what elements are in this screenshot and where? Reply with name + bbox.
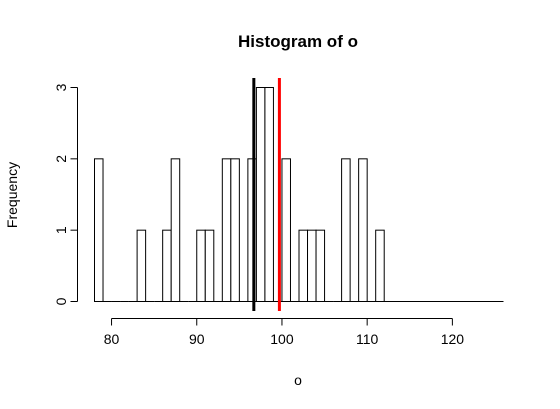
- x-tick-label: 90: [189, 331, 205, 347]
- histogram-bar: [298, 229, 309, 303]
- chart-title: Histogram of o: [238, 32, 358, 51]
- reference-lines: [252, 78, 281, 311]
- histogram-bar: [204, 229, 215, 303]
- histogram-bar: [136, 229, 147, 303]
- histogram-bar: [375, 229, 385, 303]
- x-tick-label: 100: [270, 331, 294, 347]
- histogram-bar: [358, 158, 368, 302]
- x-tick-label: 110: [356, 331, 379, 347]
- histogram-bars: [94, 87, 504, 303]
- y-axis: 0 1 2 3: [53, 83, 78, 305]
- y-axis-label: Frequency: [4, 162, 20, 228]
- histogram-bar: [281, 158, 291, 302]
- histogram-bar: [196, 229, 206, 303]
- histogram-bar: [307, 229, 317, 303]
- histogram-bar: [94, 158, 104, 302]
- histogram-bar: [162, 229, 172, 303]
- y-tick-label: 1: [53, 226, 69, 234]
- histogram-bar: [264, 87, 274, 302]
- y-tick-label: 3: [53, 83, 69, 91]
- histogram-bar: [170, 158, 181, 302]
- histogram-bar: [255, 87, 266, 302]
- y-tick-label: 0: [53, 297, 69, 305]
- histogram-bar: [221, 158, 232, 302]
- histogram-bar: [315, 229, 326, 303]
- x-tick-label: 80: [104, 331, 120, 347]
- x-axis-label: o: [294, 372, 302, 388]
- y-tick-label: 2: [53, 155, 69, 163]
- x-axis: 80 90 100 110 120: [104, 318, 465, 347]
- x-tick-label: 120: [441, 331, 465, 347]
- histogram-bar: [230, 158, 240, 302]
- histogram-bar: [341, 158, 351, 302]
